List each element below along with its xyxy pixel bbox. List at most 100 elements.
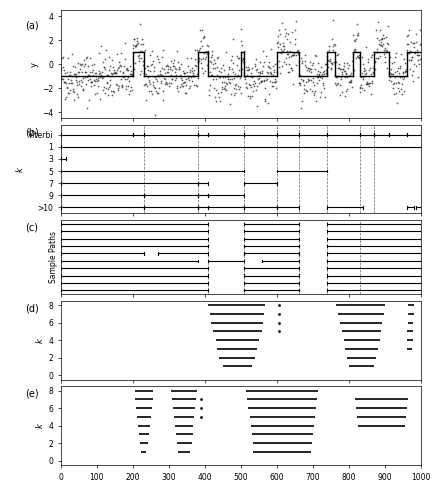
Point xyxy=(111,69,118,77)
Point xyxy=(156,84,163,92)
Point xyxy=(142,96,149,104)
Point xyxy=(155,90,162,98)
Point xyxy=(266,90,273,98)
Point xyxy=(113,68,120,76)
Point xyxy=(217,88,224,96)
Point xyxy=(187,54,194,62)
Point xyxy=(183,74,190,82)
Point xyxy=(363,80,370,88)
Point xyxy=(124,64,131,72)
Text: (c): (c) xyxy=(25,222,38,232)
Point xyxy=(194,58,201,66)
Point xyxy=(408,56,415,64)
Point xyxy=(336,60,343,68)
Point xyxy=(252,62,259,70)
Point xyxy=(72,63,79,71)
Point xyxy=(166,63,173,71)
Point xyxy=(151,63,158,71)
Point xyxy=(256,58,263,66)
Point xyxy=(319,74,326,82)
Point xyxy=(402,65,409,73)
Point xyxy=(245,80,252,88)
Point xyxy=(318,63,325,71)
Point xyxy=(182,90,189,98)
Point xyxy=(323,60,330,68)
Point xyxy=(296,72,302,80)
Point xyxy=(221,78,228,86)
Point xyxy=(99,74,105,82)
Point xyxy=(292,52,299,60)
Point xyxy=(371,50,378,58)
Point xyxy=(208,58,215,66)
Point xyxy=(69,85,76,93)
Point xyxy=(275,43,282,51)
Point xyxy=(333,72,340,80)
Point xyxy=(92,72,99,80)
Point xyxy=(124,75,131,83)
Point xyxy=(180,69,187,77)
Point xyxy=(89,78,96,86)
Point xyxy=(135,52,141,60)
Point xyxy=(136,54,143,62)
Point xyxy=(83,72,90,80)
Point xyxy=(324,64,331,72)
Point xyxy=(368,54,375,62)
Point xyxy=(272,78,279,86)
Point xyxy=(344,60,351,68)
Point xyxy=(237,37,244,45)
Point xyxy=(65,75,72,83)
Point xyxy=(107,62,114,70)
Point xyxy=(397,74,404,82)
Point xyxy=(262,84,269,92)
Point xyxy=(343,85,350,93)
Point xyxy=(283,48,290,56)
Point xyxy=(183,68,190,76)
Point xyxy=(223,48,230,56)
Point xyxy=(67,80,74,88)
Point xyxy=(187,82,194,90)
Point xyxy=(178,82,185,90)
Point xyxy=(191,66,198,74)
Point xyxy=(82,68,89,76)
Point xyxy=(405,56,412,64)
Point xyxy=(185,72,192,80)
Point xyxy=(174,84,181,92)
Point xyxy=(73,80,80,88)
Point xyxy=(398,50,404,58)
Point xyxy=(339,88,345,96)
Point xyxy=(238,25,245,33)
Point xyxy=(129,44,136,52)
Point xyxy=(135,51,142,59)
Point xyxy=(412,30,419,38)
Point xyxy=(69,72,76,80)
Point xyxy=(243,63,250,71)
Point xyxy=(342,92,349,100)
Point xyxy=(411,60,418,68)
Point xyxy=(304,75,311,83)
Point xyxy=(60,66,67,74)
Point xyxy=(196,46,203,54)
Point xyxy=(62,69,69,77)
Point xyxy=(368,90,375,98)
Point xyxy=(393,50,400,58)
Point xyxy=(282,32,289,40)
Point xyxy=(302,86,309,94)
Point xyxy=(334,80,341,88)
Point xyxy=(287,64,294,72)
Point xyxy=(83,54,90,62)
Point xyxy=(92,69,99,77)
Point xyxy=(128,70,135,78)
Point xyxy=(108,92,115,100)
Point xyxy=(168,74,175,82)
Point xyxy=(283,54,289,62)
Point xyxy=(66,89,72,97)
Point xyxy=(85,71,92,79)
Point xyxy=(122,82,129,90)
Point xyxy=(256,69,263,77)
Point xyxy=(251,79,258,87)
Point xyxy=(76,64,83,72)
Point xyxy=(115,58,122,66)
Point xyxy=(377,52,384,60)
Point xyxy=(227,90,234,98)
Point xyxy=(314,78,321,86)
